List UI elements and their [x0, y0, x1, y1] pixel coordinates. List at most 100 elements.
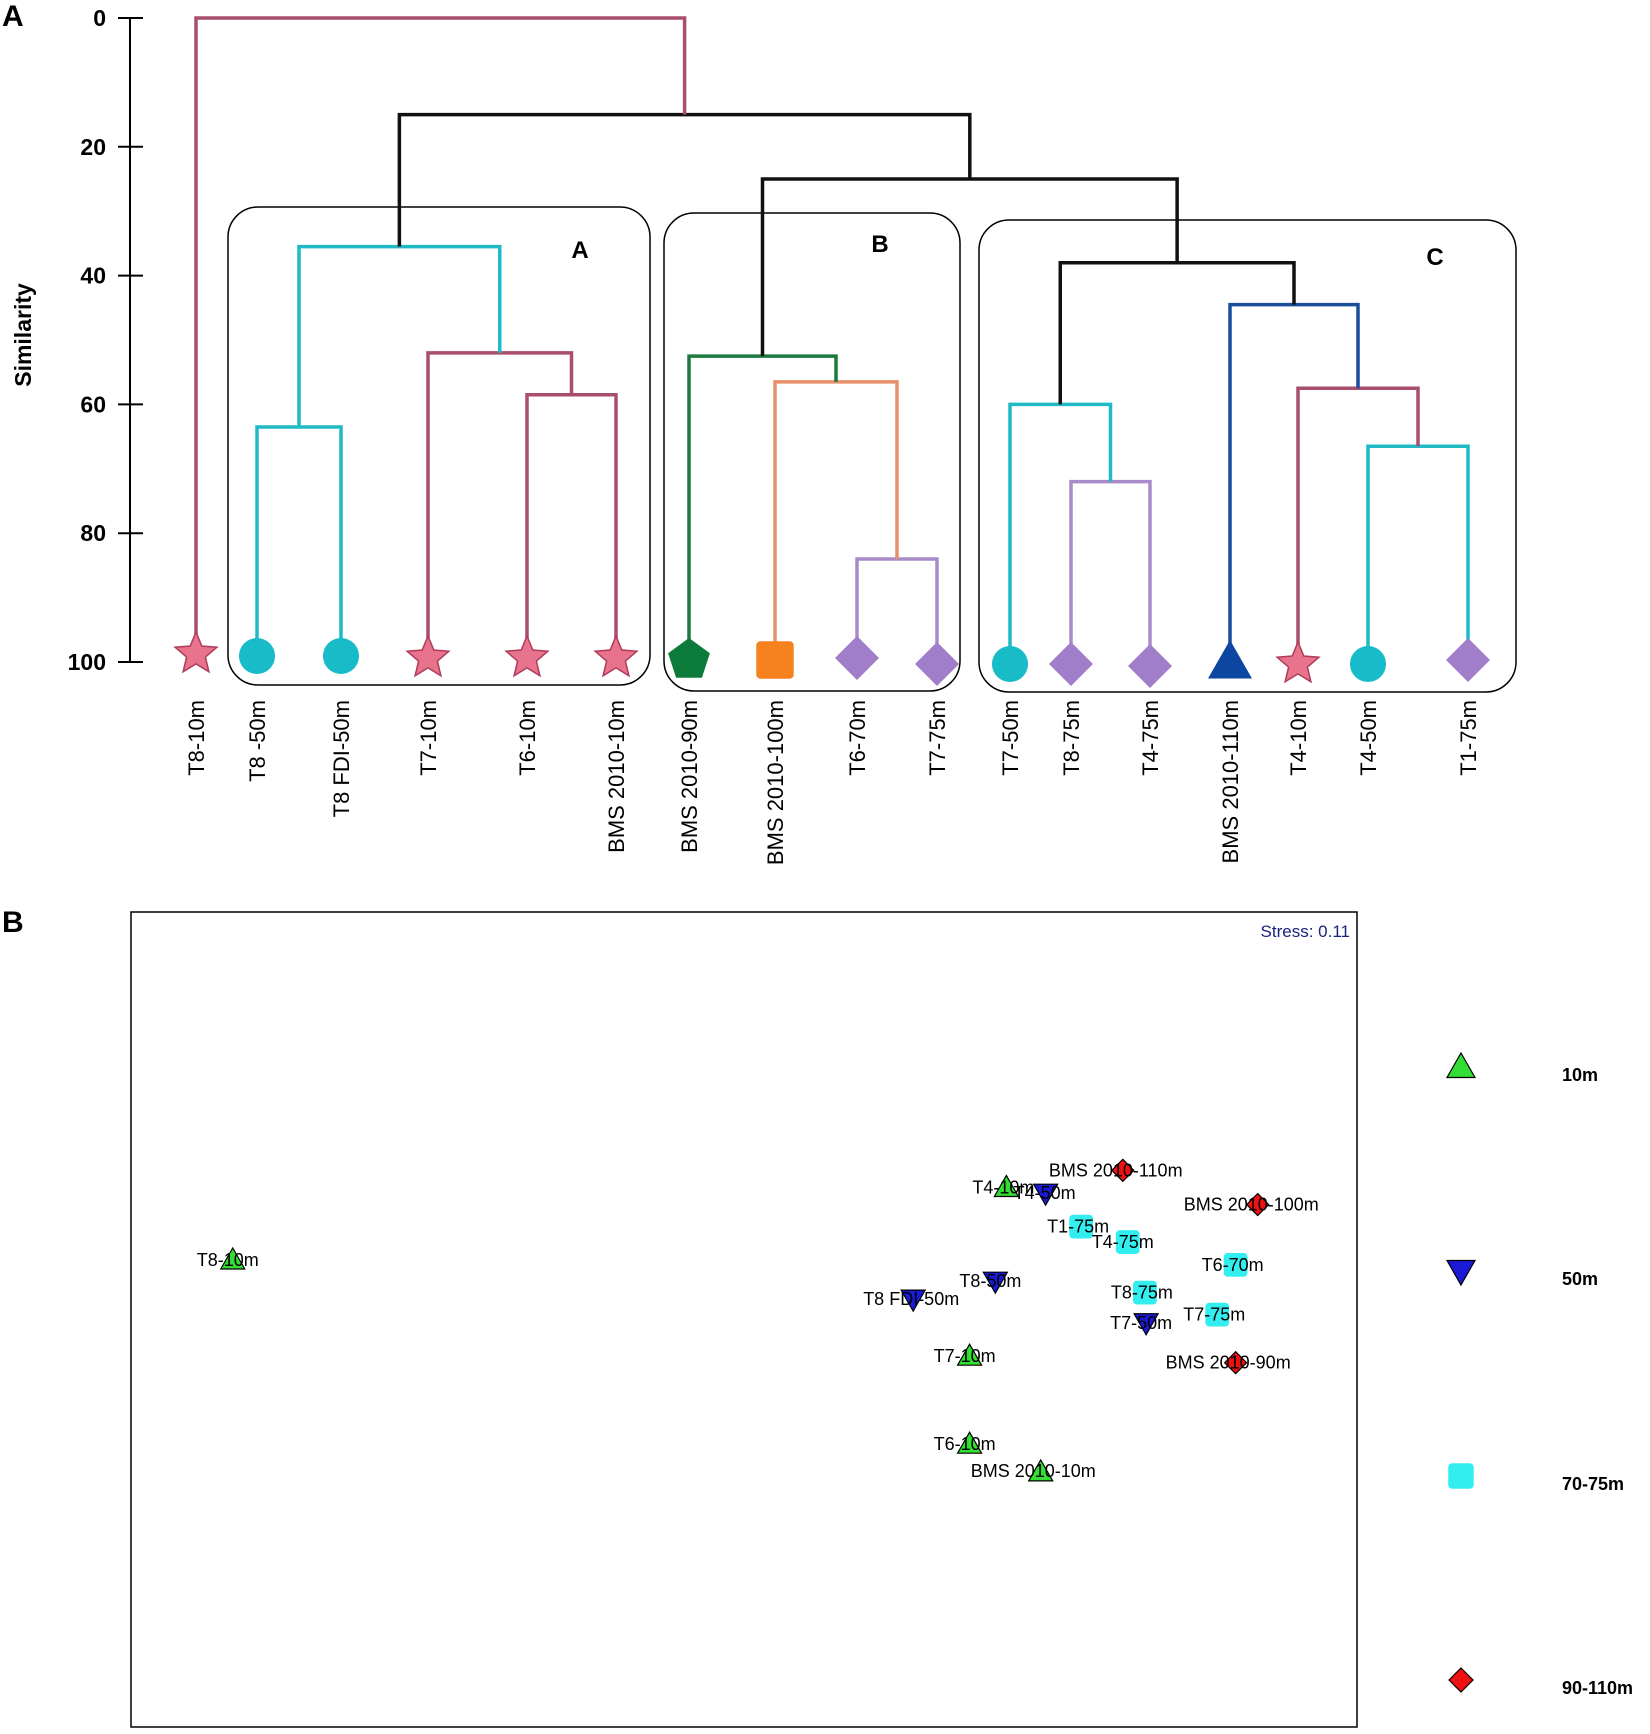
cluster-label-a: A — [571, 237, 588, 264]
point-marker-t6-10m — [956, 1430, 983, 1454]
leaf-label: T6-10m — [515, 700, 540, 776]
leaf-label: T4-50m — [1356, 700, 1381, 776]
leaf-markers — [173, 630, 1490, 688]
leaf-label: T7-75m — [925, 700, 950, 776]
leaf-marker-bms-2010-100m — [756, 641, 794, 679]
point-label: T8-50m — [959, 1271, 1021, 1291]
point-marker-bms-2010-100m — [1245, 1192, 1270, 1217]
y-tick-label: 20 — [80, 134, 106, 160]
leaf-label: BMS 2010-90m — [677, 700, 702, 853]
point-label: BMS 2010-100m — [1184, 1195, 1319, 1215]
legend-label-50m: 50m — [1562, 1269, 1598, 1289]
leaf-marker-t4-75m — [1128, 644, 1172, 688]
point-label: BMS 2010-90m — [1166, 1353, 1291, 1373]
point-marker-t4-10m — [993, 1174, 1020, 1198]
leaf-label: T7-50m — [998, 700, 1023, 776]
leaf-marker-t7-75m — [915, 642, 959, 686]
point-marker-t8-50m — [982, 1271, 1009, 1295]
leaf-label: T8-10m — [184, 700, 209, 776]
point-marker-t4-75m — [1115, 1230, 1140, 1254]
leaf-label: T8 -50m — [245, 700, 270, 782]
point-marker-t7-50m — [1133, 1313, 1160, 1336]
leaf-label: T7-10m — [416, 700, 441, 776]
leaf-labels: T8-10m T8 -50m T8 FDI-50m T7-10m T6-10m BMS 2… — [184, 700, 1481, 865]
point-marker-t7-10m — [956, 1342, 983, 1366]
legend-label-90-110m: 90-110m — [1562, 1678, 1633, 1698]
point-label: T7-10m — [934, 1346, 996, 1366]
point-label: T8 FDI-50m — [863, 1289, 959, 1309]
dendrogram-branch — [1058, 260, 1296, 405]
dendrogram-branch — [1228, 302, 1360, 656]
dendrogram-branch — [297, 244, 502, 427]
point-marker-t4-50m — [1032, 1183, 1059, 1207]
point-label: T4-10m — [972, 1177, 1034, 1197]
leaf-label: T6-70m — [845, 700, 870, 776]
leaf-label: T8 FDI-50m — [329, 700, 354, 817]
leaf-label: T4-75m — [1138, 700, 1163, 776]
leaf-marker-t6-10m — [504, 634, 550, 678]
cluster-boxes: A B C — [227, 206, 1517, 693]
point-label: T1-75m — [1047, 1217, 1109, 1237]
cluster-box-b — [663, 212, 961, 692]
dendrogram-branch — [1366, 444, 1470, 658]
point-label: T4-75m — [1092, 1232, 1154, 1252]
legend-marker-50m — [1445, 1259, 1477, 1287]
leaf-label: T4-10m — [1286, 700, 1311, 776]
panel-a-letter: A — [2, 0, 24, 33]
point-label: T4-50m — [1014, 1183, 1076, 1203]
legend-marker-70-75m — [1448, 1463, 1474, 1489]
y-tick-label: 80 — [80, 520, 106, 546]
legend-label-70-75m: 70-75m — [1562, 1474, 1624, 1494]
point-marker-bms-2010-110m — [1110, 1158, 1135, 1183]
dendrogram-branch — [1008, 402, 1113, 658]
leaf-marker-bms-2010-90m — [668, 638, 710, 678]
dendrogram-branch — [687, 354, 838, 654]
point-label: T6-10m — [934, 1434, 996, 1454]
point-marker-t8-fdi-50m — [900, 1289, 927, 1313]
leaf-marker-t8-75m — [1049, 642, 1093, 686]
leaf-label: BMS 2010-100m — [763, 700, 788, 865]
leaf-marker-t8-10m — [173, 630, 219, 674]
leaf-marker-t8-50m — [238, 637, 276, 675]
point-label: T7-50m — [1110, 1313, 1172, 1333]
y-tick-label: 100 — [68, 649, 106, 675]
point-marker-t6-70m — [1223, 1252, 1248, 1277]
legend: 10m 50m 70-75m 90-110m — [1445, 1051, 1633, 1698]
leaf-marker-t4-10m — [1275, 640, 1321, 684]
mds-panel: Stress: 0.11 T8-10m T4-10m T7-10m T6-10m BMS… — [130, 911, 1633, 1728]
y-axis-title: Similarity — [10, 283, 36, 387]
dendrogram-branch — [1296, 386, 1420, 658]
legend-marker-90-110m — [1448, 1667, 1474, 1693]
legend-label-10m: 10m — [1562, 1065, 1598, 1085]
dendrogram-branch — [255, 425, 343, 650]
leaf-marker-t7-50m — [991, 645, 1029, 683]
leaf-label: BMS 2010-110m — [1218, 700, 1243, 863]
point-marker-t8-10m — [219, 1246, 246, 1270]
dendrogram-branch — [1069, 479, 1152, 660]
point-label: T8-10m — [197, 1250, 259, 1270]
mds-points: T8-10m T4-10m T7-10m T6-10m BMS 2010-10m T4-5… — [197, 1158, 1319, 1482]
y-axis-ticks: 0 20 40 60 80 100 — [68, 5, 143, 675]
leaf-marker-t1-75m — [1446, 638, 1490, 682]
point-marker-t7-75m — [1205, 1302, 1230, 1327]
leaf-marker-t6-70m — [835, 636, 879, 680]
panel-b-letter: B — [2, 906, 24, 939]
cluster-box-c — [978, 219, 1517, 693]
dendrogram-branch — [760, 177, 1179, 357]
cluster-box-a — [227, 206, 651, 686]
stress-label: Stress: 0.11 — [1261, 922, 1350, 941]
dendrogram-branch — [855, 557, 939, 658]
leaf-label: T1-75m — [1456, 700, 1481, 776]
dendrogram-panel: Similarity 0 20 40 60 80 100 A B C T8-10m T8 -50… — [10, 5, 1517, 865]
y-tick-label: 40 — [80, 263, 106, 289]
point-label: T8-75m — [1111, 1283, 1173, 1303]
cluster-label-b: B — [871, 231, 888, 258]
point-marker-t1-75m — [1069, 1214, 1094, 1239]
leaf-marker-bms-2010-10m — [593, 634, 639, 678]
leaf-label: BMS 2010-10m — [604, 700, 629, 853]
dendrogram-branch — [525, 392, 618, 652]
leaf-label: T8-75m — [1059, 700, 1084, 776]
dendrogram-branch — [426, 351, 574, 652]
cluster-label-c: C — [1426, 244, 1443, 271]
